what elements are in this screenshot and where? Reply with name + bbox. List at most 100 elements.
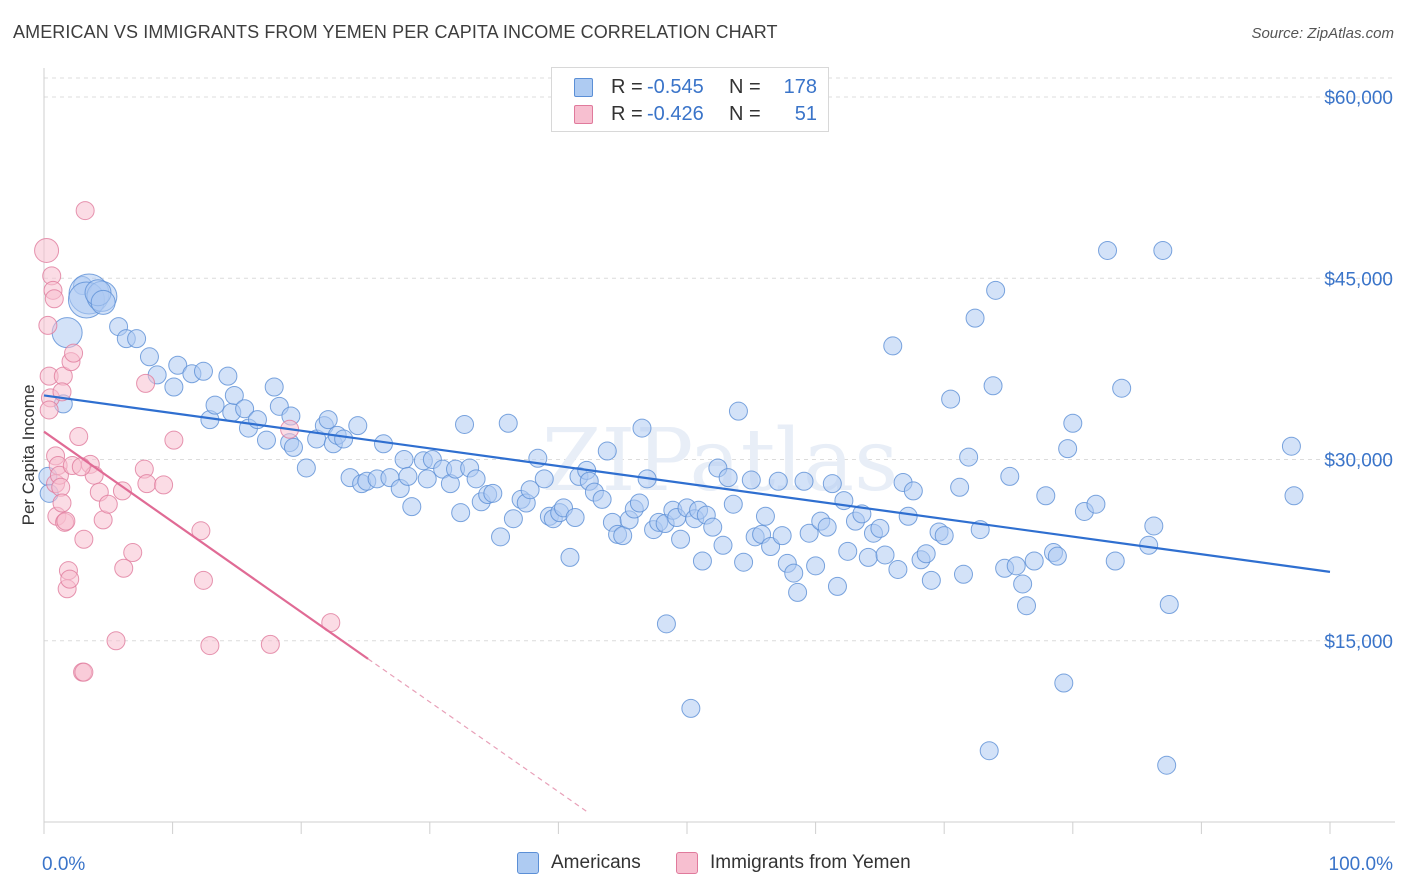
legend-swatch-americans	[517, 852, 539, 874]
point-americans	[768, 471, 788, 491]
point-yemen	[191, 521, 211, 541]
legend-correlation: R = -0.545 N = 178 R = -0.426 N = 51	[551, 67, 829, 132]
point-yemen	[44, 289, 64, 309]
point-americans	[334, 429, 354, 449]
y-tick-label: $45,000	[1324, 269, 1393, 290]
series-americans	[38, 240, 1304, 775]
point-americans	[1086, 494, 1106, 514]
y-tick-labels: $15,000 $30,000 $45,000 $60,000	[1324, 88, 1393, 653]
point-yemen	[64, 343, 84, 363]
point-americans	[713, 535, 733, 555]
point-americans	[560, 547, 580, 567]
point-americans	[898, 506, 918, 526]
point-americans	[916, 544, 936, 564]
point-yemen	[75, 201, 95, 221]
point-americans	[888, 559, 908, 579]
scatter-points	[34, 201, 1304, 775]
point-yemen	[193, 570, 213, 590]
point-yemen	[123, 543, 143, 563]
point-americans	[734, 552, 754, 572]
legend-swatch-yemen	[574, 104, 593, 124]
point-americans	[1159, 595, 1179, 614]
point-yemen	[112, 481, 132, 501]
point-americans	[656, 614, 676, 634]
point-americans	[671, 529, 691, 549]
point-yemen	[164, 430, 184, 450]
point-americans	[1112, 378, 1132, 398]
point-yemen	[39, 400, 59, 420]
point-yemen	[69, 427, 89, 447]
legend-label-americans: Americans	[551, 852, 641, 873]
point-americans	[498, 413, 518, 433]
point-yemen	[52, 493, 72, 513]
legend-swatch-americans	[574, 77, 593, 97]
point-americans	[822, 474, 842, 494]
point-americans	[398, 466, 418, 486]
x-tick-marks	[43, 822, 1331, 834]
point-americans	[1006, 556, 1026, 576]
point-americans	[681, 698, 701, 718]
point-americans	[1054, 673, 1074, 693]
point-americans	[283, 437, 303, 457]
trend-extension-yemen	[367, 658, 589, 813]
point-americans	[455, 414, 475, 434]
legend-r-value: -0.545	[647, 75, 704, 98]
point-americans	[806, 556, 826, 576]
point-americans	[592, 489, 612, 509]
point-americans	[318, 410, 338, 430]
point-americans	[224, 385, 244, 405]
point-americans	[883, 336, 903, 356]
legend-label-yemen: Immigrants from Yemen	[710, 852, 911, 873]
point-americans	[1013, 574, 1033, 594]
trend-line-americans	[43, 394, 1331, 573]
point-americans	[90, 289, 116, 315]
point-americans	[348, 416, 368, 436]
legend-item-yemen[interactable]: Immigrants from Yemen	[676, 852, 911, 874]
point-yemen	[60, 569, 80, 589]
point-americans	[597, 441, 617, 461]
legend-n-label: N =	[729, 75, 761, 98]
point-americans	[218, 366, 238, 386]
trend-lines	[43, 394, 1331, 813]
point-americans	[503, 509, 523, 529]
point-yemen	[136, 373, 156, 393]
point-americans	[921, 570, 941, 590]
point-americans	[723, 494, 743, 514]
point-americans	[983, 376, 1003, 396]
point-yemen	[200, 636, 220, 656]
point-yemen	[38, 315, 58, 335]
point-americans	[838, 541, 858, 561]
point-americans	[870, 518, 890, 538]
point-americans	[168, 355, 188, 375]
point-americans	[953, 564, 973, 584]
series-yemen	[34, 201, 341, 682]
point-americans	[741, 470, 761, 490]
point-americans	[788, 582, 808, 602]
point-yemen	[71, 457, 91, 477]
point-americans	[772, 526, 792, 546]
legend-r-value: -0.426	[647, 102, 704, 125]
point-americans	[417, 469, 437, 489]
point-yemen	[154, 475, 174, 495]
point-americans	[903, 481, 923, 501]
legend-item-americans[interactable]: Americans	[517, 852, 641, 874]
grid-lines	[44, 77, 1395, 642]
legend-n-value: 51	[794, 102, 817, 125]
point-americans	[193, 361, 213, 381]
point-yemen	[106, 631, 126, 651]
point-americans	[632, 418, 652, 438]
point-americans	[534, 469, 554, 489]
point-americans	[858, 547, 878, 567]
point-americans	[1017, 596, 1037, 616]
point-americans	[692, 551, 712, 571]
chart-title: AMERICAN VS IMMIGRANTS FROM YEMEN PER CA…	[13, 22, 778, 42]
point-americans	[164, 377, 184, 397]
legend-row-americans: R = -0.545 N = 178	[574, 74, 817, 100]
point-americans	[794, 471, 814, 491]
point-yemen	[56, 511, 76, 531]
point-americans	[1144, 516, 1164, 536]
point-americans	[629, 493, 649, 513]
point-americans	[1000, 466, 1020, 486]
point-americans	[127, 329, 147, 349]
